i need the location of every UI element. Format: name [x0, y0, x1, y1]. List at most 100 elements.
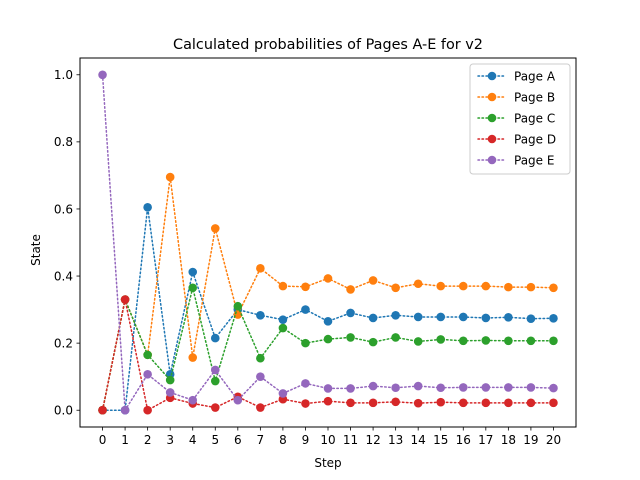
legend-box: [469, 63, 571, 175]
data-point-page-e: [549, 383, 558, 393]
data-point-page-c: [256, 353, 265, 363]
data-point-page-e: [368, 381, 378, 391]
y-tick-label: 0.0: [54, 404, 73, 418]
plot-frame: [79, 57, 577, 428]
data-point-page-a: [526, 314, 536, 323]
legend-marker: [487, 155, 497, 165]
data-point-page-d: [436, 397, 446, 407]
data-point-page-d: [256, 403, 265, 412]
x-tick-label: 9: [302, 433, 310, 447]
legend-marker: [487, 134, 497, 144]
data-point-page-c: [549, 336, 558, 346]
x-tick-label: 0: [99, 433, 107, 447]
data-point-page-c: [210, 376, 220, 386]
data-point-page-e: [323, 384, 333, 393]
data-point-page-c: [323, 334, 333, 344]
data-point-page-e: [120, 405, 130, 415]
y-axis-label: State: [29, 234, 43, 266]
x-tick-label: 17: [478, 433, 493, 447]
data-point-page-e: [143, 370, 152, 379]
data-point-page-a: [368, 313, 378, 323]
legend-item-page-d: Page D: [477, 132, 556, 146]
y-tick-label: 0.6: [54, 202, 73, 216]
data-point-page-c: [526, 336, 536, 346]
data-point-page-d: [98, 405, 107, 415]
x-tick-label: 10: [320, 433, 335, 447]
data-point-page-d: [504, 398, 513, 408]
data-point-page-b: [301, 282, 310, 292]
data-point-page-b: [436, 281, 446, 291]
data-point-page-e: [436, 383, 446, 393]
series-page-c: [98, 283, 558, 415]
data-point-page-d: [549, 398, 558, 408]
series-line-page-a: [101, 207, 555, 411]
data-point-page-c: [436, 335, 446, 344]
data-point-page-d: [368, 398, 378, 408]
data-point-page-c: [301, 338, 310, 348]
data-point-page-c: [346, 333, 355, 342]
legend-label: Page A: [514, 69, 556, 83]
data-point-page-e: [165, 388, 175, 397]
legend-item-page-a: Page A: [477, 69, 556, 83]
data-point-page-b: [210, 224, 220, 233]
y-tick-label: 0.2: [54, 336, 73, 350]
data-point-page-c: [165, 375, 175, 385]
data-point-page-e: [301, 379, 310, 388]
data-point-page-b: [391, 283, 400, 293]
legend-label: Page B: [514, 90, 555, 104]
legend: Page A Page B Page C Page D Page E: [469, 63, 571, 175]
legend-label: Page E: [514, 153, 554, 167]
data-point-page-c: [413, 337, 423, 346]
data-point-page-a: [391, 310, 400, 320]
x-tick-label: 2: [144, 433, 152, 447]
x-tick-label: 19: [523, 433, 538, 447]
data-point-page-b: [413, 279, 423, 289]
series-line-page-e: [101, 74, 555, 413]
legend-marker: [487, 113, 497, 123]
data-point-page-b: [323, 274, 333, 283]
data-point-page-a: [301, 305, 310, 314]
x-tick-label: 8: [279, 433, 287, 447]
data-point-page-e: [233, 395, 243, 405]
x-tick-label: 3: [166, 433, 174, 447]
data-point-page-b: [165, 172, 175, 182]
x-tick-label: 5: [211, 433, 219, 447]
data-point-page-b: [368, 276, 378, 285]
data-point-page-c: [368, 337, 378, 347]
series-page-e: [98, 70, 558, 415]
data-point-page-b: [458, 281, 468, 291]
legend-item-page-b: Page B: [477, 90, 555, 104]
x-tick-label: 4: [189, 433, 197, 447]
x-tick-label: 7: [257, 433, 265, 447]
data-point-page-e: [210, 365, 220, 375]
data-point-page-c: [504, 336, 513, 346]
data-point-page-e: [188, 395, 198, 405]
data-point-page-d: [413, 398, 423, 408]
x-tick-label: 16: [456, 433, 471, 447]
data-point-page-c: [233, 301, 243, 311]
data-point-page-d: [323, 396, 333, 406]
data-point-page-e: [504, 383, 513, 392]
data-point-page-e: [256, 372, 265, 381]
data-point-page-e: [98, 70, 107, 80]
data-point-page-a: [188, 267, 198, 277]
legend-label: Page D: [514, 132, 556, 146]
plot-series: [98, 70, 558, 415]
legend-item-page-c: Page C: [477, 111, 555, 125]
legend-label: Page C: [514, 111, 555, 125]
y-tick-label: 0.8: [54, 135, 73, 149]
data-point-page-c: [481, 336, 491, 345]
data-point-page-a: [436, 312, 446, 322]
data-point-page-a: [323, 317, 333, 326]
legend-marker: [487, 71, 497, 81]
data-point-page-a: [458, 312, 468, 322]
data-point-page-c: [143, 350, 152, 360]
data-point-page-e: [278, 389, 288, 398]
data-point-page-d: [143, 405, 152, 415]
data-point-page-d: [458, 398, 468, 408]
data-point-page-e: [526, 383, 536, 392]
data-point-page-b: [526, 282, 536, 292]
data-point-page-b: [549, 283, 558, 293]
data-point-page-d: [120, 295, 130, 304]
